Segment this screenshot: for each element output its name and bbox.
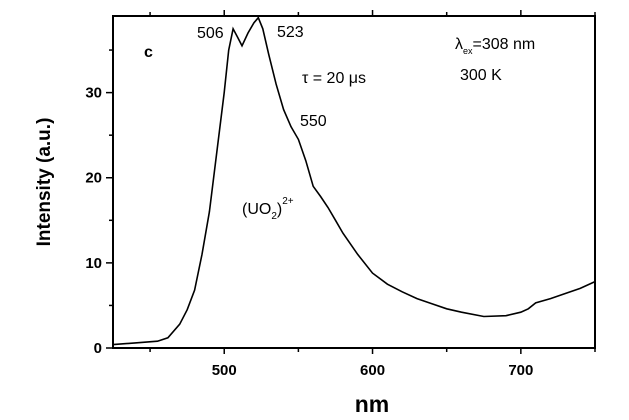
y-tick-label: 30 [85, 85, 102, 102]
y-tick-label: 0 [94, 340, 102, 357]
panel-label: c [144, 44, 153, 61]
y-tick-label: 10 [85, 255, 102, 272]
peak-label-523: 523 [277, 24, 304, 41]
peak-label-550: 550 [300, 113, 327, 130]
x-tick-label: 500 [212, 362, 237, 379]
y-tick-label: 20 [85, 170, 102, 187]
peak-label-506: 506 [197, 25, 224, 42]
y-axis-label: Intensity (a.u.) [34, 118, 55, 247]
x-axis-label: nm [355, 391, 390, 417]
spectrum-line [112, 16, 596, 346]
species-label: (UO2)2+ [242, 196, 294, 222]
x-tick-label: 600 [360, 362, 385, 379]
temperature-label: 300 K [460, 67, 502, 84]
plot-frame [112, 15, 596, 349]
excitation-label: λex=308 nm [455, 36, 535, 56]
lifetime-label: τ = 20 μs [302, 70, 366, 87]
x-tick-label: 700 [508, 362, 533, 379]
